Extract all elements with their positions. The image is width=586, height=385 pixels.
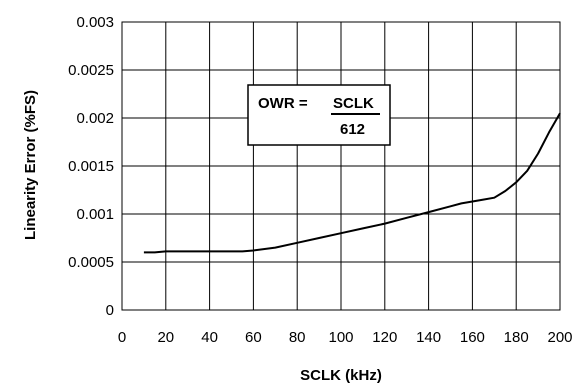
formula-lhs: OWR = — [258, 95, 308, 112]
x-tick-label: 140 — [416, 329, 441, 346]
y-tick-label: 0.002 — [76, 110, 114, 127]
plot-frame — [121, 21, 561, 311]
y-axis-title: Linearity Error (%FS) — [22, 90, 39, 240]
x-tick-label: 80 — [289, 329, 306, 346]
formula-denominator: 612 — [340, 121, 365, 138]
y-tick-labels: 0 0.0005 0.001 0.0015 0.002 0.0025 0.003 — [68, 14, 114, 319]
y-tick-label: 0 — [106, 302, 114, 319]
x-tick-label: 20 — [157, 329, 174, 346]
y-tick-label: 0.001 — [76, 206, 114, 223]
linearity-error-series-line — [143, 112, 561, 254]
x-tick-label: 200 — [547, 329, 572, 346]
x-tick-label: 160 — [460, 329, 485, 346]
y-tick-label: 0.0025 — [68, 62, 114, 79]
owr-formula-annotation: OWR = SCLK 612 — [247, 84, 391, 146]
x-tick-labels: 0 20 40 60 80 100 120 140 160 180 200 — [118, 329, 573, 346]
x-tick-label: 60 — [245, 329, 262, 346]
x-tick-label: 180 — [504, 329, 529, 346]
x-tick-label: 120 — [372, 329, 397, 346]
x-axis-title: SCLK (kHz) — [300, 367, 382, 384]
x-tick-label: 40 — [201, 329, 218, 346]
y-tick-label: 0.003 — [76, 14, 114, 31]
formula-numerator: SCLK — [333, 95, 374, 112]
y-tick-label: 0.0005 — [68, 254, 114, 271]
series-layer — [143, 112, 561, 254]
x-tick-label: 100 — [328, 329, 353, 346]
y-tick-label: 0.0015 — [68, 158, 114, 175]
grid-lines — [121, 21, 561, 311]
x-tick-label: 0 — [118, 329, 126, 346]
